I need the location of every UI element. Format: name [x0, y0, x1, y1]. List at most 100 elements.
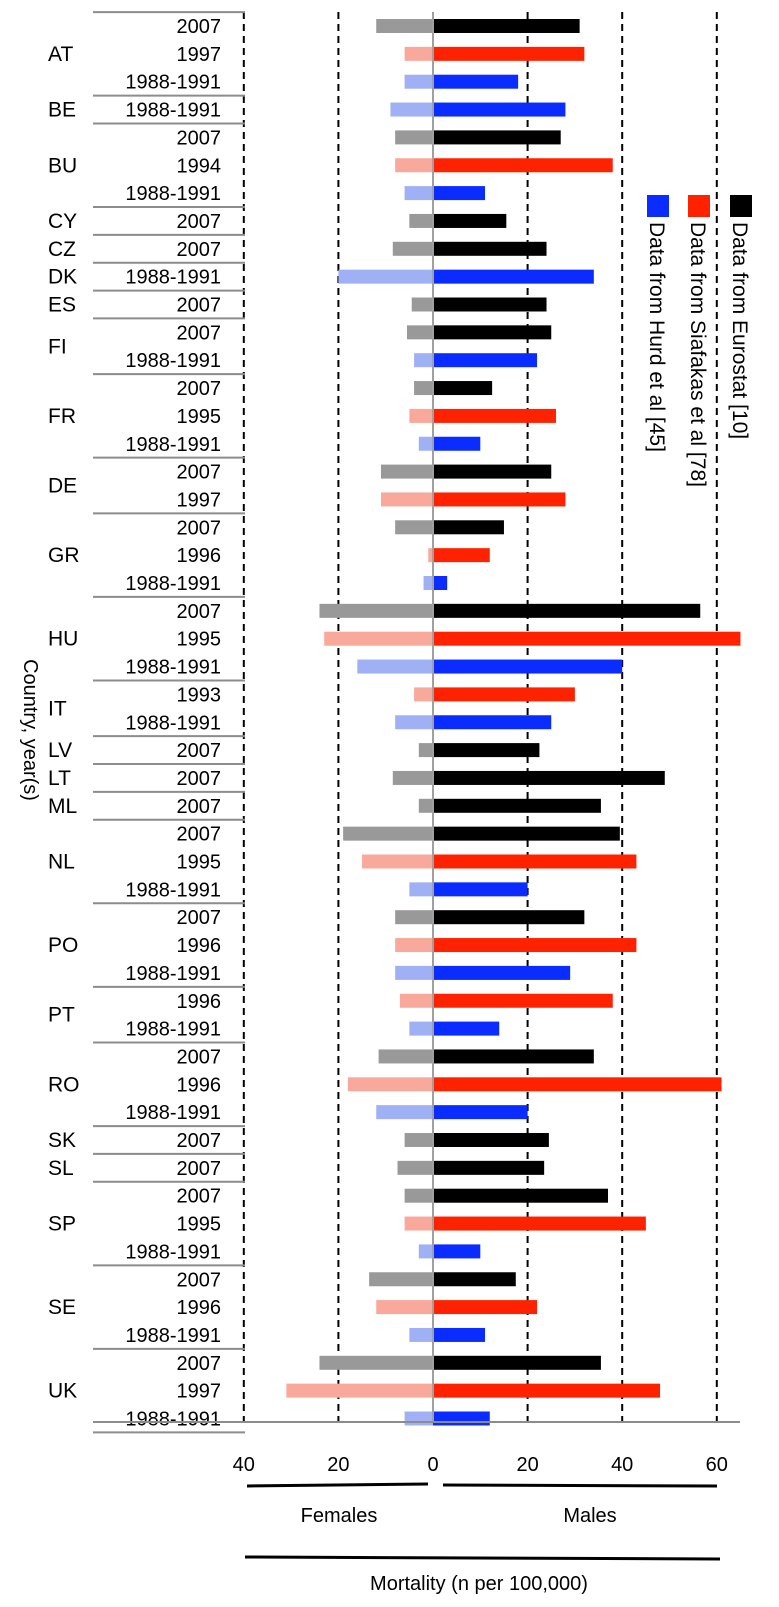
bar-male-SE-1988-1991: [433, 1327, 486, 1342]
bar-male-HU-2007: [433, 603, 701, 618]
year-label: 1988-1991: [125, 1019, 221, 1041]
bar-male-DE-2007: [433, 464, 552, 479]
bar-male-FR-1988-1991: [433, 436, 481, 451]
bar-male-SP-2007: [433, 1188, 609, 1203]
bar-female-SP-1988-1991: [418, 1244, 433, 1259]
x-tick-label: 40: [233, 1454, 255, 1476]
bar-male-BU-2007: [433, 130, 561, 145]
country-label-NL: NL: [48, 851, 75, 874]
x-tick-label: 20: [516, 1454, 538, 1476]
bar-male-CZ-2007: [433, 241, 547, 256]
bar-male-RO-1996: [433, 1077, 722, 1092]
year-label: 1988-1991: [125, 1409, 221, 1431]
year-label: 1996: [177, 991, 222, 1013]
year-label: 2007: [177, 1158, 222, 1180]
country-label-GR: GR: [48, 544, 80, 567]
group-separators: [93, 11, 245, 1434]
country-label-SP: SP: [48, 1213, 76, 1236]
bar-female-HU-1995: [324, 631, 433, 646]
year-label: 1995: [177, 1214, 222, 1236]
bar-female-HU-2007: [319, 603, 433, 618]
bar-female-BU-1994: [395, 158, 433, 173]
year-label: 2007: [177, 1046, 222, 1068]
bar-male-CY-2007: [433, 213, 507, 228]
bar-male-GR-1988-1991: [433, 576, 448, 590]
bar-female-RO-2007: [378, 1049, 433, 1064]
country-label-LT: LT: [48, 767, 71, 790]
year-label: 1995: [177, 852, 222, 874]
year-label: 2007: [177, 1269, 222, 1291]
bar-female-HU-1988-1991: [357, 659, 433, 674]
bar-female-SL-2007: [397, 1160, 433, 1175]
bar-female-IT-1993: [414, 687, 433, 702]
bars: [286, 19, 741, 1426]
xlabel-bracket: [244, 1555, 721, 1561]
legend-swatch-siafakas: [688, 195, 710, 217]
x-tick-label: 60: [706, 1454, 728, 1476]
bar-female-RO-1996: [347, 1077, 433, 1092]
bar-male-PO-2007: [433, 910, 585, 925]
legend-label-siafakas: Data from Siafakas et al [78]: [686, 222, 709, 487]
year-label: 1988-1991: [125, 573, 221, 595]
bar-male-FI-2007: [433, 325, 552, 340]
bar-male-IT-1993: [433, 687, 575, 702]
bar-female-GR-2007: [395, 520, 433, 535]
year-label: 1988-1991: [125, 434, 221, 456]
males-label: Males: [563, 1505, 616, 1527]
year-label: 1995: [177, 406, 222, 428]
bar-female-DE-2007: [380, 464, 433, 479]
bar-female-FI-2007: [406, 325, 433, 340]
bar-male-DE-1997: [433, 492, 566, 507]
bar-male-BU-1988-1991: [433, 186, 486, 201]
bar-female-DE-1997: [380, 492, 433, 507]
year-label: 2007: [177, 1353, 222, 1375]
country-label-ML: ML: [48, 795, 77, 818]
year-label: 2007: [177, 601, 222, 623]
legend-label-eurostat: Data from Eurostat [10]: [728, 222, 751, 439]
country-label-FR: FR: [48, 405, 76, 428]
bar-male-UK-2007: [433, 1355, 601, 1370]
year-label: 2007: [177, 16, 222, 38]
year-label: 2007: [177, 517, 222, 539]
year-label: 2007: [177, 824, 222, 846]
country-label-ES: ES: [48, 294, 76, 317]
bar-male-HU-1995: [433, 631, 741, 646]
bar-male-PT-1996: [433, 993, 613, 1008]
year-label: 2007: [177, 907, 222, 929]
bar-female-FR-1988-1991: [418, 436, 433, 451]
bar-female-GR-1988-1991: [423, 576, 433, 590]
year-label: 2007: [177, 1186, 222, 1208]
year-label: 1988-1991: [125, 712, 221, 734]
bar-female-PT-1988-1991: [409, 1021, 433, 1036]
bar-female-SK-2007: [404, 1133, 433, 1147]
category-labels: 2007 1997 1988-1991 AT 1988-1991 BE 2007 1994 19…: [48, 16, 221, 1431]
country-label-PO: PO: [48, 934, 78, 957]
country-label-DE: DE: [48, 475, 77, 498]
bar-female-CY-2007: [409, 213, 433, 228]
legend-swatch-hurd: [647, 195, 669, 217]
legend: Data from Eurostat [10] Data from Siafaka…: [645, 195, 752, 487]
year-label: 2007: [177, 1130, 222, 1152]
bar-female-ES-2007: [411, 297, 433, 312]
country-label-BU: BU: [48, 154, 77, 177]
bar-male-LT-2007: [433, 770, 665, 785]
country-label-SL: SL: [48, 1157, 74, 1180]
bar-female-SE-1988-1991: [409, 1327, 433, 1342]
bar-female-FR-2007: [414, 381, 433, 396]
country-label-CY: CY: [48, 210, 77, 233]
year-label: 1988-1991: [125, 1241, 221, 1263]
year-label: 1988-1991: [125, 1102, 221, 1124]
year-label: 2007: [177, 796, 222, 818]
females-bracket: [246, 1482, 429, 1488]
year-label: 1994: [177, 155, 222, 177]
country-label-PT: PT: [48, 1004, 75, 1027]
x-axis-label: Mortality (n per 100,000): [370, 1573, 588, 1595]
year-label: 1988-1991: [125, 100, 221, 122]
bar-female-PO-1996: [395, 938, 433, 953]
year-label: 1988-1991: [125, 657, 221, 679]
bar-male-PT-1988-1991: [433, 1021, 500, 1036]
country-label-SK: SK: [48, 1129, 76, 1152]
females-label: Females: [301, 1505, 378, 1527]
bar-female-BU-2007: [395, 130, 433, 145]
